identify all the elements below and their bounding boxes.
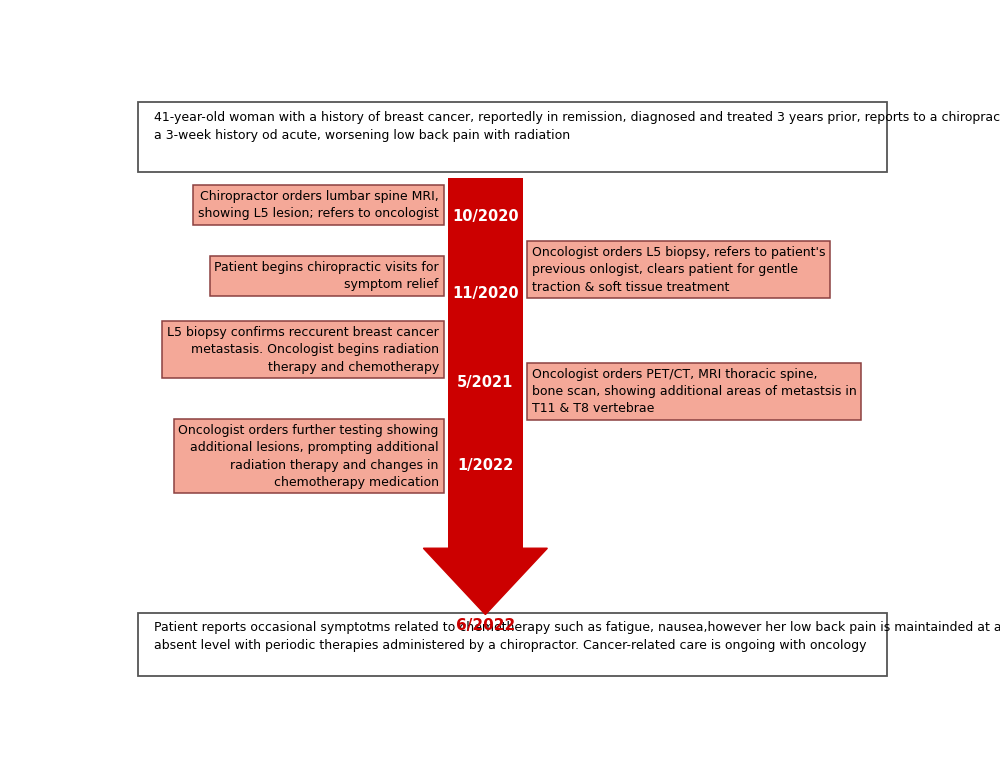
Bar (448, 178, 523, 551)
FancyBboxPatch shape (138, 102, 887, 172)
Text: 41-year-old woman with a history of breast cancer, reportedly in remission, diag: 41-year-old woman with a history of brea… (154, 112, 1000, 141)
Text: Patient begins chiropractic visits for
symptom relief: Patient begins chiropractic visits for s… (214, 261, 439, 291)
Text: 5/2021: 5/2021 (457, 375, 514, 390)
Text: Chiropractor orders lumbar spine MRI,
showing L5 lesion; refers to oncologist: Chiropractor orders lumbar spine MRI, sh… (198, 190, 439, 220)
Text: 1/2022: 1/2022 (457, 458, 514, 473)
Text: Patient reports occasional symptotms related to chemotherapy such as fatigue, na: Patient reports occasional symptotms rel… (154, 621, 1000, 651)
FancyBboxPatch shape (138, 614, 887, 675)
Text: Oncologist orders PET/CT, MRI thoracic spine,
bone scan, showing additional area: Oncologist orders PET/CT, MRI thoracic s… (532, 368, 857, 415)
Text: Oncologist orders further testing showing
additional lesions, prompting addition: Oncologist orders further testing showin… (178, 424, 439, 489)
Text: 11/2020: 11/2020 (452, 286, 519, 301)
Text: 10/2020: 10/2020 (452, 209, 519, 224)
Text: 6/2022: 6/2022 (456, 618, 515, 633)
Text: Oncologist orders L5 biopsy, refers to patient's
previous onlogist, clears patie: Oncologist orders L5 biopsy, refers to p… (532, 246, 825, 294)
Polygon shape (423, 548, 547, 614)
Text: L5 biopsy confirms reccurent breast cancer
metastasis. Oncologist begins radiati: L5 biopsy confirms reccurent breast canc… (167, 326, 439, 374)
